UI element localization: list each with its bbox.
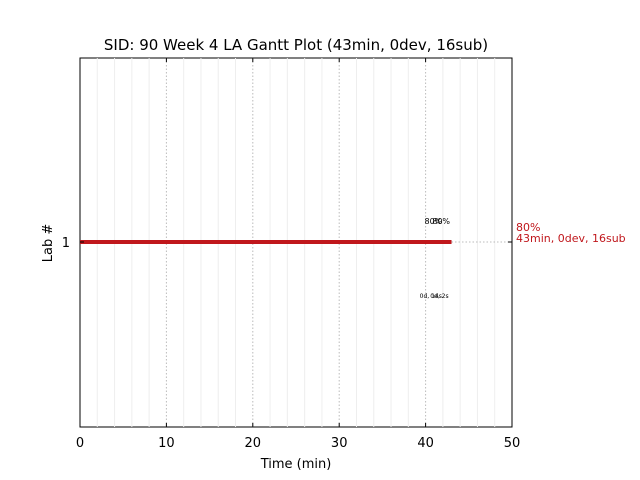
y-axis: 1 (62, 236, 512, 251)
x-tick-label: 50 (504, 436, 521, 451)
summary-percent: 80% (516, 221, 540, 234)
x-tick-label: 0 (76, 436, 84, 451)
x-tick-label: 30 (331, 436, 348, 451)
percent-annotation: 80% (424, 217, 442, 226)
duration-annotation: 0d, 2s (430, 293, 448, 300)
x-tick-label: 40 (417, 436, 434, 451)
summary-label: 80% 43min, 0dev, 16sub (516, 221, 626, 245)
y-axis-label: Lab # (41, 224, 56, 263)
summary-detail: 43min, 0dev, 16sub (516, 232, 626, 245)
x-axis-label: Time (min) (260, 457, 332, 472)
chart-title: SID: 90 Week 4 LA Gantt Plot (43min, 0de… (104, 36, 488, 54)
y-tick-label: 1 (62, 236, 70, 251)
percent-annotation: 80% (432, 217, 450, 226)
x-axis: 0 10 20 30 40 50 (76, 58, 520, 451)
duration-annotation: 0d, 14s (420, 293, 442, 300)
x-tick-label: 10 (158, 436, 175, 451)
x-tick-label: 20 (245, 436, 262, 451)
gantt-bar (80, 240, 452, 244)
bar-layer (80, 240, 512, 244)
